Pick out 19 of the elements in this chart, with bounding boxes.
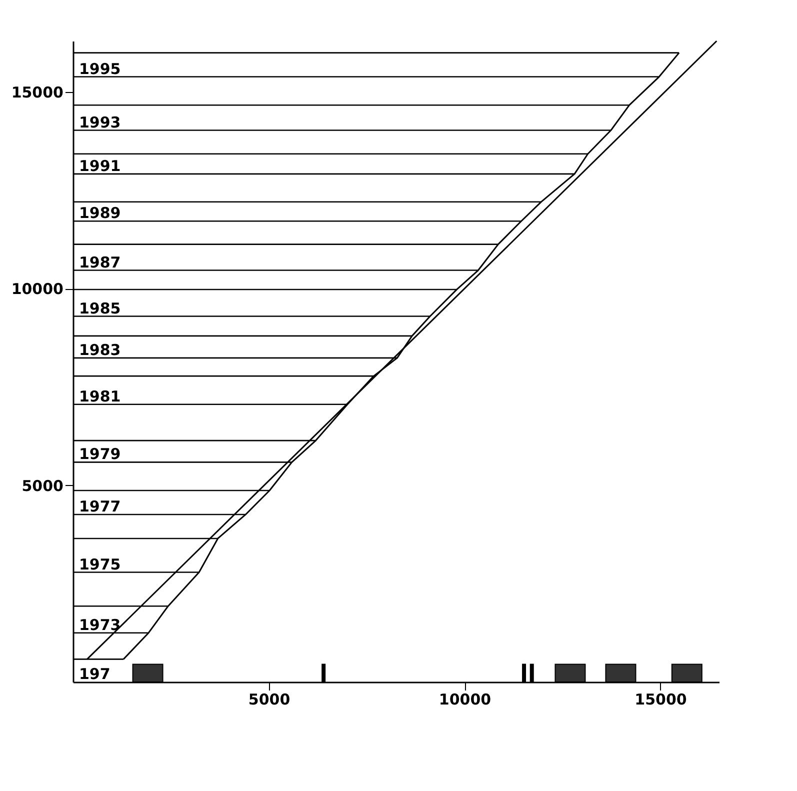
- y-tick-label: 15000: [11, 84, 64, 102]
- x-tick-label: 5000: [248, 690, 290, 708]
- y-tick-label: 5000: [22, 476, 64, 495]
- annotation: 1991: [79, 156, 121, 175]
- x-tick-label: 15000: [634, 690, 687, 708]
- annotation: 1993: [79, 113, 121, 132]
- annotation: 1975: [79, 555, 121, 574]
- annotation: 1981: [79, 387, 121, 406]
- annotation: 197: [79, 665, 110, 683]
- annotation: 1995: [79, 60, 121, 78]
- y-tick-label: 10000: [11, 280, 64, 298]
- x-tick-label: 10000: [438, 690, 492, 708]
- annotation: 1977: [79, 497, 121, 516]
- annotation: 1983: [79, 340, 121, 359]
- annotation: 1979: [79, 445, 121, 464]
- annotation: 1973: [79, 616, 121, 634]
- annotation: 1985: [79, 299, 121, 318]
- annotation: 1987: [79, 253, 121, 272]
- annotation: 1989: [79, 204, 121, 222]
